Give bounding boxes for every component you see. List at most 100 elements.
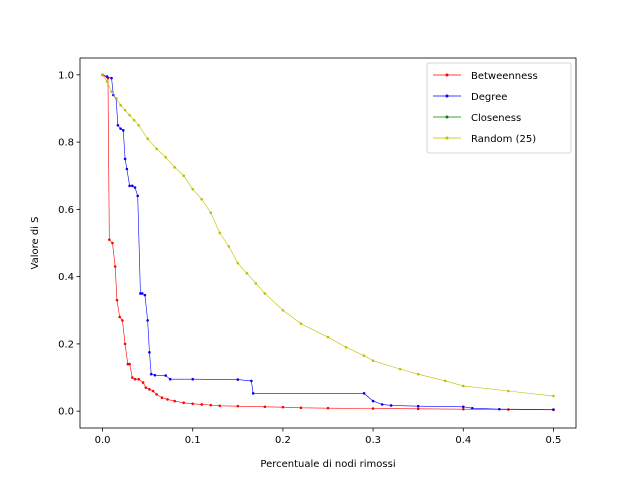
legend-item: Degree [433, 92, 507, 103]
data-point [299, 322, 303, 326]
data-point [137, 377, 140, 381]
data-point [371, 407, 375, 410]
data-point [299, 406, 303, 410]
data-point [110, 90, 113, 93]
legend-label: Betweenness [471, 71, 538, 82]
data-point [209, 211, 213, 215]
data-point [371, 359, 375, 363]
x-tick-label: 0.2 [275, 435, 291, 446]
data-point [121, 319, 124, 322]
data-point [105, 80, 109, 83]
series-layer [101, 73, 555, 412]
data-point [131, 376, 134, 379]
data-point [137, 123, 140, 127]
x-tick-label: 0.4 [455, 435, 471, 446]
legend-box [426, 62, 572, 154]
data-point [191, 377, 195, 381]
data-point [182, 401, 186, 405]
data-point [148, 351, 151, 354]
data-point [123, 157, 127, 161]
legend-label: Random (25) [471, 134, 536, 145]
data-point [125, 167, 129, 171]
legend-item: Random (25) [433, 134, 536, 145]
data-point [498, 407, 501, 411]
data-point [111, 241, 114, 245]
data-point [200, 403, 204, 406]
data-point [507, 389, 510, 393]
data-point [143, 293, 147, 297]
legend-swatch-marker [445, 73, 449, 77]
data-point [126, 362, 130, 366]
data-point [105, 75, 109, 78]
data-point [141, 381, 145, 384]
data-point [123, 108, 127, 112]
y-tick-label: 0.6 [58, 205, 74, 216]
data-point [164, 374, 167, 377]
data-point [146, 319, 149, 322]
data-point [254, 282, 258, 285]
data-point [191, 402, 195, 406]
legend-label: Degree [471, 92, 507, 103]
data-point [133, 186, 137, 189]
data-point [119, 103, 122, 107]
data-point [121, 129, 125, 132]
legend-swatch-marker [445, 115, 449, 119]
data-point [146, 137, 149, 141]
data-point [119, 127, 122, 130]
data-point [552, 408, 555, 411]
data-point [200, 197, 204, 201]
data-point [164, 155, 167, 159]
data-point [236, 261, 240, 265]
legend-swatch-marker [445, 94, 449, 98]
data-point [398, 367, 402, 371]
data-point [144, 386, 148, 389]
legend-item: Closeness [433, 113, 521, 124]
data-point [362, 354, 366, 357]
data-point [552, 394, 555, 398]
legend-swatch-marker [445, 136, 449, 140]
data-point [110, 76, 113, 80]
y-tick-label: 0.4 [58, 272, 74, 283]
data-point [108, 238, 111, 241]
y-tick-label: 0.2 [58, 339, 74, 350]
data-point [113, 265, 117, 268]
data-point [118, 315, 121, 319]
y-tick-label: 1.0 [58, 70, 74, 81]
data-point [115, 298, 119, 302]
data-point [136, 194, 140, 198]
data-point [250, 379, 253, 383]
data-point [371, 399, 375, 403]
x-tick-label: 0.3 [365, 435, 381, 446]
series-random-25 [101, 73, 555, 398]
data-point [128, 184, 131, 188]
data-point [140, 292, 144, 295]
data-point [149, 372, 153, 376]
data-point [344, 345, 348, 349]
data-point [168, 377, 172, 381]
data-point [160, 396, 164, 400]
data-point [218, 231, 222, 235]
data-point [281, 405, 285, 409]
data-point [461, 407, 465, 411]
data-point [191, 187, 195, 191]
data-point [101, 73, 104, 77]
data-point [227, 245, 231, 248]
data-point [173, 399, 176, 403]
data-point [470, 406, 474, 410]
data-point [326, 335, 330, 339]
data-point [133, 377, 137, 381]
y-tick-label: 0.8 [58, 138, 74, 149]
data-point [281, 308, 285, 312]
data-point [362, 392, 366, 395]
legend: Betweenness Degree Closeness Random (25) [426, 62, 572, 154]
data-point [139, 292, 142, 295]
x-axis: 0.0 0.1 0.2 0.3 0.4 0.5 [95, 428, 562, 446]
y-tick-label: 0.0 [58, 407, 74, 418]
x-tick-label: 0.5 [546, 435, 562, 446]
x-tick-label: 0.0 [95, 435, 111, 446]
data-point [114, 97, 118, 100]
data-point [461, 405, 465, 409]
data-point [218, 404, 222, 408]
data-point [209, 403, 213, 407]
data-point [236, 404, 240, 408]
